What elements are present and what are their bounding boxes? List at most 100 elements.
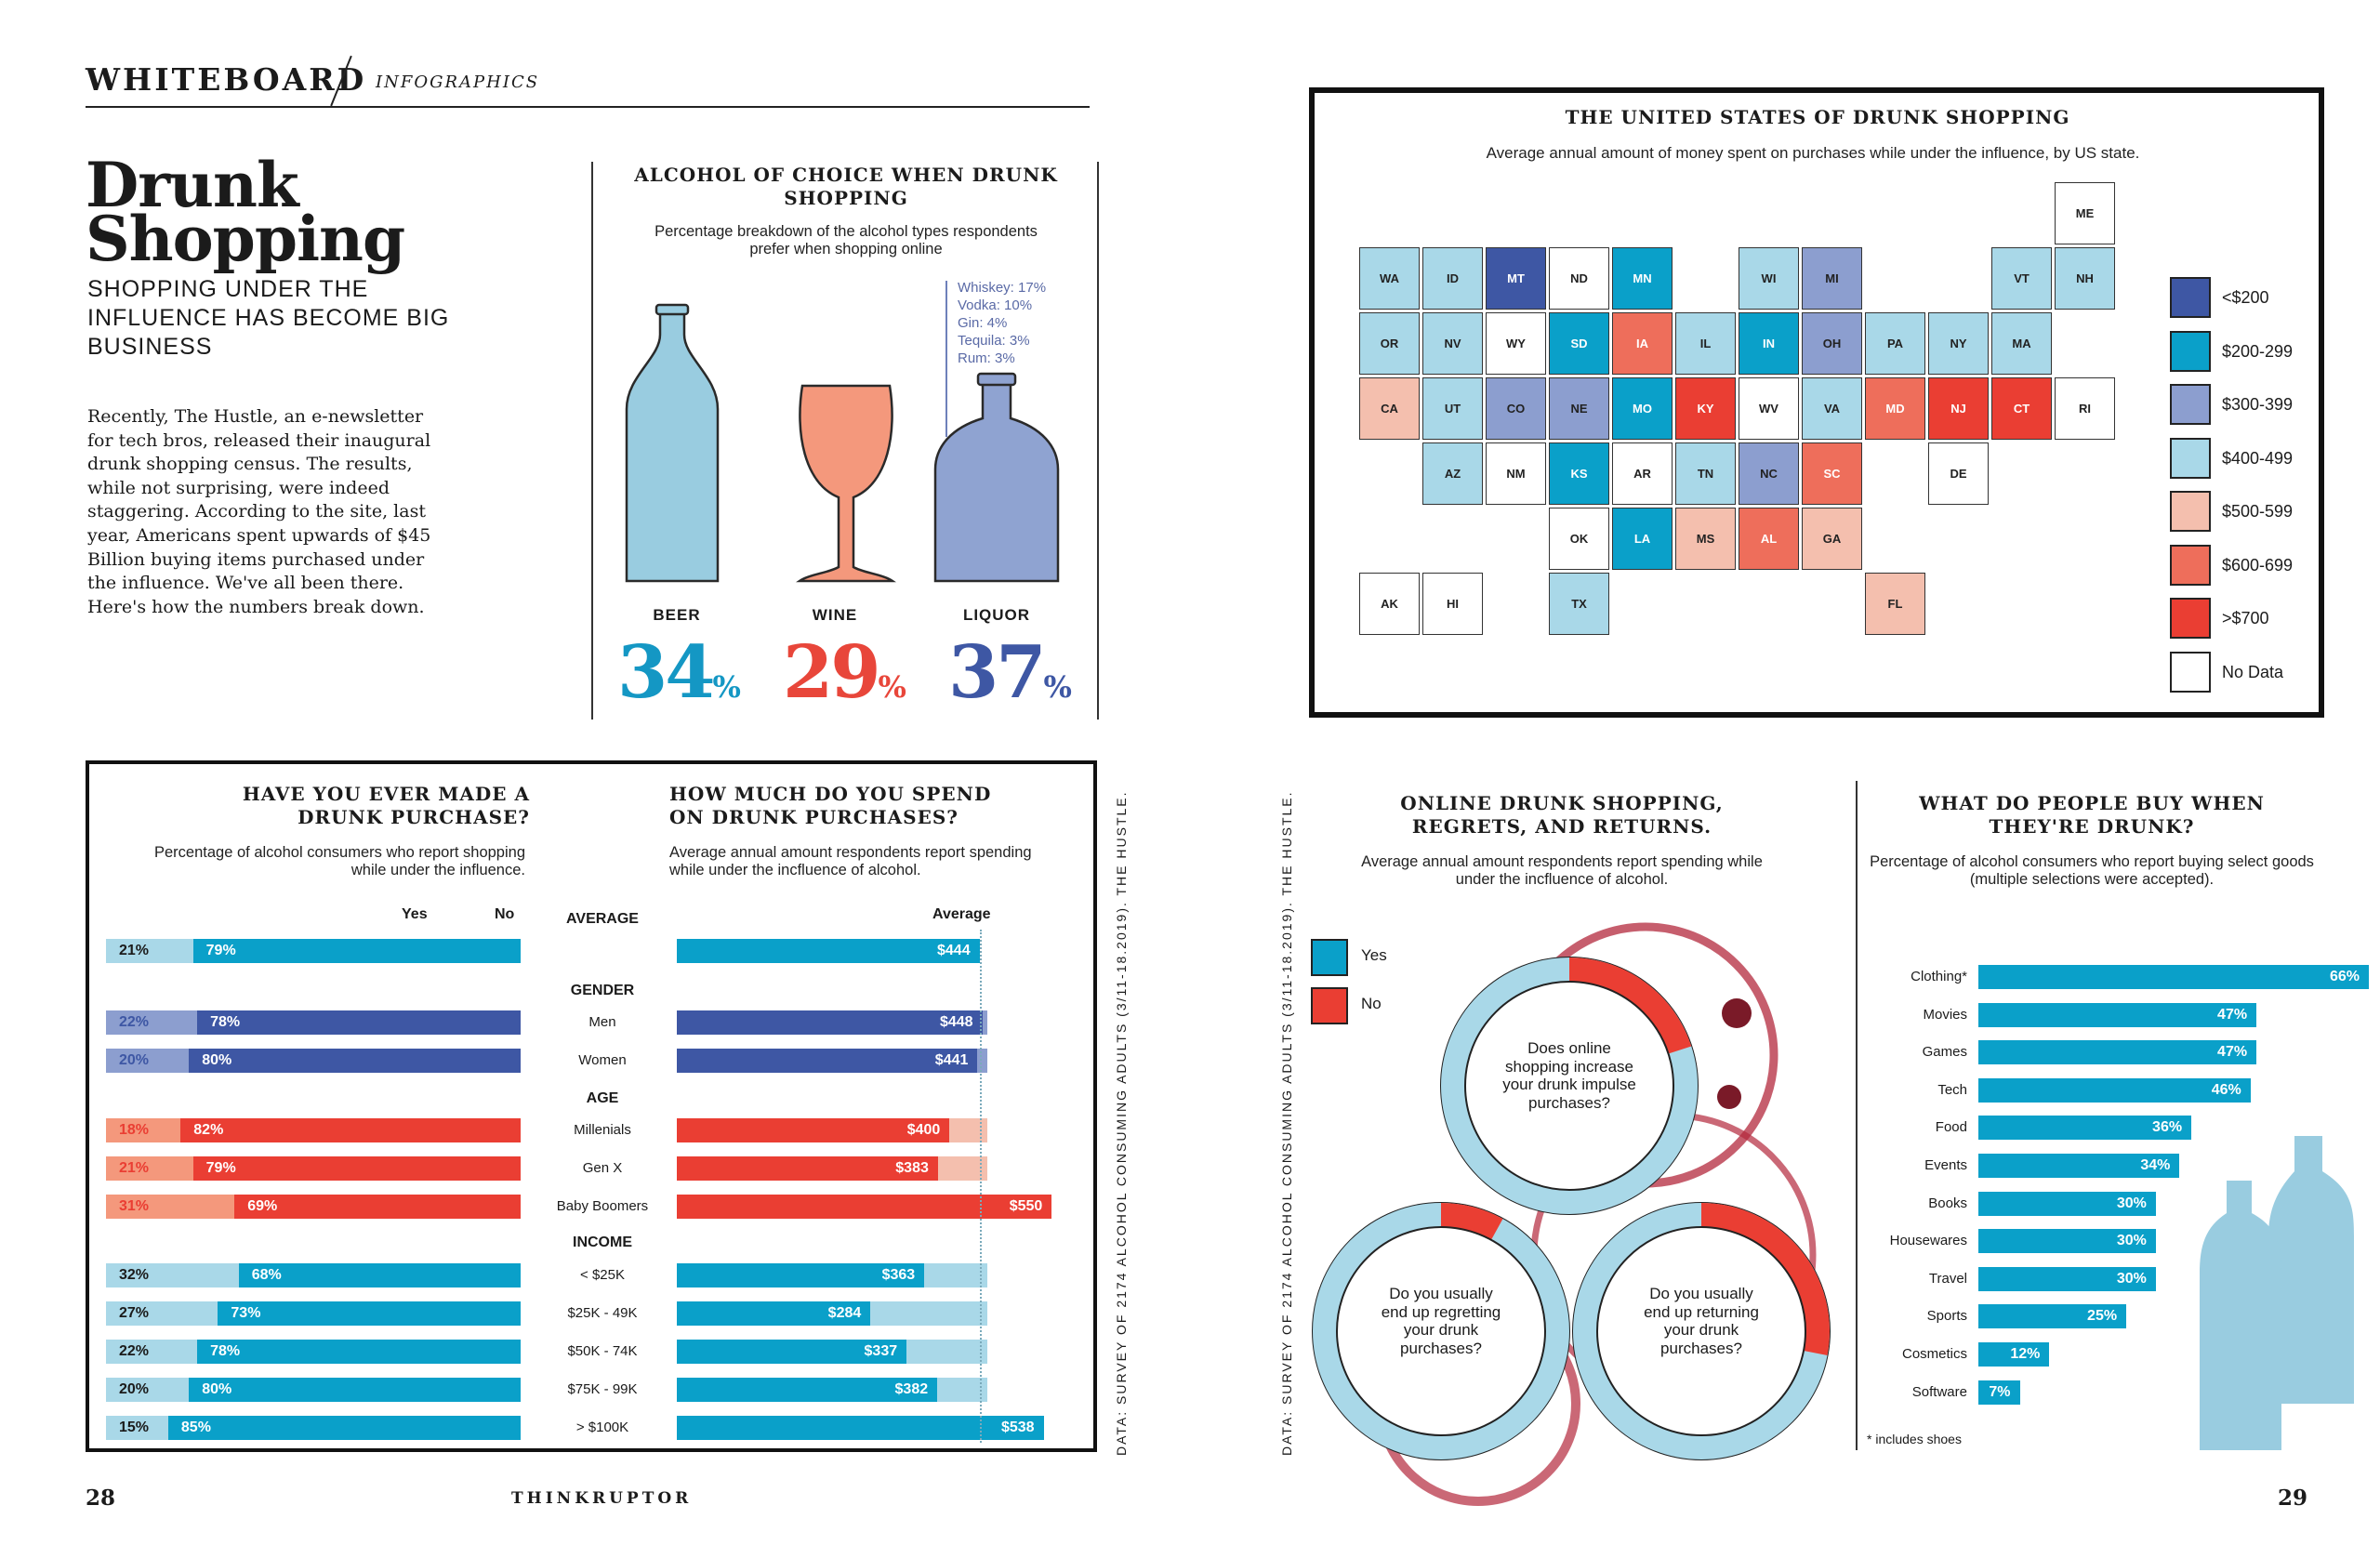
article-subtitle: SHOPPING UNDER THE INFLUENCE HAS BECOME … [87, 276, 450, 360]
spend-value-label: $383 [895, 1160, 929, 1176]
divider-line [1856, 781, 1858, 1450]
map-title: THE UNITED STATES OF DRUNK SHOPPING [1565, 106, 2070, 128]
buy-bar: 47% [1978, 1002, 2257, 1027]
no-value-label: 79% [205, 1160, 236, 1176]
buy-value-label: 34% [2140, 1157, 2171, 1173]
state-tile-ga: GA [1802, 508, 1862, 570]
legend-label: $300-399 [2222, 395, 2294, 414]
yes-value-label: 20% [119, 1381, 150, 1397]
buy-category-label: Travel [1928, 1270, 1967, 1287]
no-value-label: 82% [193, 1122, 224, 1138]
state-tile-tx: TX [1549, 573, 1609, 635]
no-value-label: 79% [205, 943, 236, 958]
buy-value-label: 30% [2116, 1195, 2147, 1211]
spend-bar: $448 [677, 1010, 983, 1035]
wine-glass-icon [796, 384, 896, 583]
legend-swatch [2170, 384, 2211, 425]
no-bar: 80% [189, 1378, 521, 1402]
yes-value-label: 22% [119, 1343, 150, 1359]
buy-bar: 12% [1978, 1342, 2050, 1367]
buy-category-label: Books [1928, 1195, 1967, 1211]
no-value-label: 69% [247, 1198, 278, 1214]
legend-yes-label: Yes [1361, 946, 1387, 964]
buy-value-label: 7% [1989, 1383, 2011, 1400]
category-label: Millenials [574, 1122, 631, 1138]
yes-value-label: 20% [119, 1052, 150, 1068]
map-subtitle: Average annual amount of money spent on … [1486, 144, 2140, 162]
yes-bar: 22% [106, 1010, 198, 1035]
regrets-subtitle: Average annual amount respondents report… [1361, 853, 1763, 888]
legend-label: <$200 [2222, 288, 2269, 307]
spend-bar: $550 [677, 1195, 1052, 1219]
yes-value-label: 22% [119, 1014, 150, 1030]
category-heading: AGE [586, 1090, 619, 1106]
yes-bar: 15% [106, 1416, 168, 1440]
state-tile-ma: MA [1991, 312, 2052, 375]
state-tile-or: OR [1359, 312, 1420, 375]
legend-yes-swatch [1311, 939, 1348, 976]
legend-no-swatch [1311, 987, 1348, 1024]
buy-value-label: 30% [2116, 1270, 2147, 1287]
state-tile-ar: AR [1612, 442, 1673, 505]
legend-swatch [2170, 330, 2211, 372]
buy-value-label: 46% [2211, 1081, 2241, 1098]
spend-bar: $400 [677, 1118, 950, 1142]
category-label: > $100K [575, 1420, 629, 1435]
state-tile-ri: RI [2055, 377, 2115, 440]
state-tile-nj: NJ [1928, 377, 1989, 440]
donut-question: Do you usually end up returning your dru… [1644, 1285, 1759, 1357]
yes-value-label: 15% [119, 1420, 150, 1435]
category-heading: INCOME [573, 1235, 632, 1250]
state-tile-tn: TN [1675, 442, 1736, 505]
state-tile-hi: HI [1422, 573, 1483, 635]
donut-no-segment [1573, 1203, 1830, 1459]
spend-bar: $538 [677, 1416, 1044, 1440]
buy-category-label: Sports [1926, 1308, 1967, 1325]
state-tile-ak: AK [1359, 573, 1420, 635]
legend-label: No Data [2222, 662, 2284, 681]
divider-line [1097, 162, 1099, 720]
buy-category-label: Events [1924, 1157, 1967, 1173]
no-header: No [495, 906, 515, 922]
buy-value-label: 47% [2217, 1044, 2248, 1061]
buy-category-label: Clothing* [1911, 969, 1967, 984]
buy-subtitle: Percentage of alcohol consumers who repo… [1870, 853, 2314, 888]
spend-value-label: $284 [827, 1305, 862, 1321]
state-tile-mt: MT [1486, 247, 1546, 310]
spend-value-label: $400 [906, 1122, 941, 1138]
no-value-label: 73% [231, 1305, 261, 1321]
yes-bar: 21% [106, 1156, 193, 1181]
legend-label: $200-299 [2222, 341, 2294, 361]
donut-inner [1464, 981, 1674, 1191]
spend-bar: $363 [677, 1263, 925, 1288]
no-bar: 79% [192, 939, 521, 963]
state-tile-nc: NC [1739, 442, 1799, 505]
buy-category-label: Tech [1937, 1081, 1967, 1098]
yes-bar: 32% [106, 1263, 239, 1288]
state-tile-fl: FL [1865, 573, 1925, 635]
state-tile-id: ID [1422, 247, 1483, 310]
buy-category-label: Movies [1923, 1006, 1967, 1023]
legend-swatch [2170, 598, 2211, 639]
state-tile-wv: WV [1739, 377, 1799, 440]
buy-value-label: 66% [2329, 969, 2360, 984]
state-tile-md: MD [1865, 377, 1925, 440]
buy-value-label: 25% [2087, 1308, 2118, 1325]
bottle-silhouette-icon [2200, 1136, 2354, 1450]
buy-bar: 30% [1978, 1191, 2156, 1216]
state-tile-ok: OK [1549, 508, 1609, 570]
category-label: Men [588, 1014, 616, 1030]
regrets-title: ONLINE DRUNK SHOPPING, REGRETS, AND RETU… [1400, 792, 1724, 838]
category-heading: AVERAGE [566, 911, 639, 927]
no-bar: 73% [218, 1301, 521, 1326]
yes-bar: 22% [106, 1340, 198, 1364]
buy-category-label: Housewares [1889, 1233, 1967, 1249]
no-value-label: 80% [202, 1381, 232, 1397]
page-number-right: 29 [2278, 1486, 2308, 1511]
category-heading: GENDER [570, 983, 635, 998]
spend-value-label: $448 [939, 1014, 973, 1030]
brand-title: WHITEBOARD [86, 61, 367, 98]
state-tile-wy: WY [1486, 312, 1546, 375]
state-tile-va: VA [1802, 377, 1862, 440]
state-tile-ne: NE [1549, 377, 1609, 440]
